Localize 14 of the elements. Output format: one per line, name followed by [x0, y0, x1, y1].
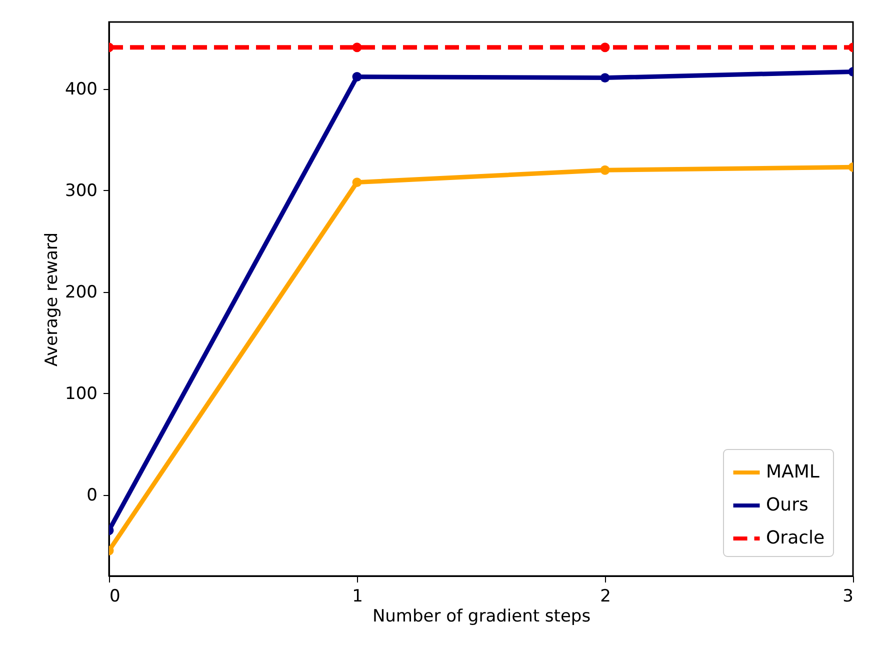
y-tick-label: 400: [65, 79, 98, 100]
x-tick-label: 3: [842, 586, 854, 606]
y-tick-label: 300: [65, 180, 98, 201]
legend-label: Ours: [766, 494, 808, 516]
y-tick-label: 200: [65, 282, 98, 302]
y-axis-title: Average reward: [42, 232, 62, 367]
x-axis-title: Number of gradient steps: [372, 606, 591, 626]
legend-label: Oracle: [766, 528, 825, 548]
x-tick-label: 0: [110, 586, 120, 606]
y-tick-label: 0: [86, 485, 98, 506]
y-tick-label: 100: [65, 384, 98, 404]
x-tick-label: 2: [600, 586, 611, 606]
x-tick-label: 1: [352, 586, 363, 606]
legend-label: MAML: [766, 462, 820, 482]
